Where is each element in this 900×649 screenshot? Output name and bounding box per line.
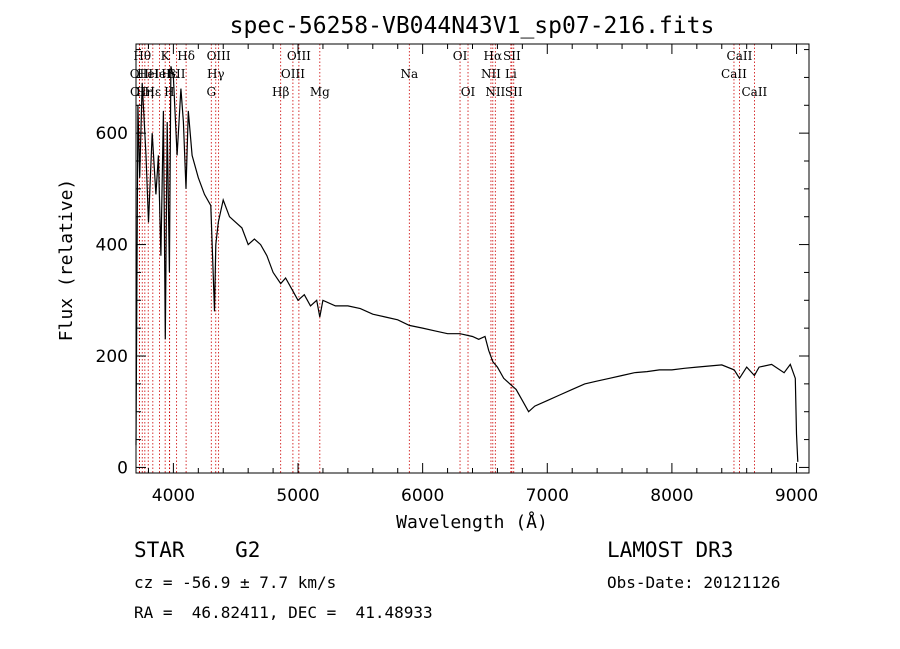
line-label-7: K	[161, 49, 171, 63]
x-axis-label: Wavelength (Å)	[396, 511, 548, 533]
y-tick-label-2: 400	[96, 236, 128, 256]
redshift-text: cz = -56.9 ± 7.7 km/s	[134, 573, 337, 592]
line-label-23: Hα	[484, 49, 503, 63]
line-label-30: CaII	[741, 85, 767, 99]
line-label-1: OII	[130, 85, 150, 99]
line-label-20: OI	[453, 49, 468, 63]
line-label-0: OII	[130, 67, 150, 81]
spectrum-line	[135, 66, 799, 462]
line-label-26: SII	[503, 49, 521, 63]
obs-date: Obs-Date: 20121126	[607, 573, 781, 592]
line-label-2: Hθ	[133, 49, 151, 63]
line-labels: OIIOIIHθHηHeIHεHeIKHHεSIIHδGHγOIIIHβOIII…	[130, 49, 768, 99]
x-tick-label-2: 6000	[401, 486, 444, 506]
x-tick-label-4: 8000	[650, 486, 693, 506]
line-label-27: SII	[505, 85, 523, 99]
line-label-14: OIII	[207, 49, 231, 63]
y-tick-label-3: 600	[96, 124, 128, 144]
x-tick-label-3: 7000	[526, 486, 569, 506]
coordinates: RA = 46.82411, DEC = 41.48933	[134, 603, 433, 622]
x-tick-label-0: 4000	[152, 486, 195, 506]
line-label-3: Hη	[136, 85, 154, 99]
line-label-17: OIII	[287, 49, 311, 63]
survey-name: LAMOST DR3	[607, 538, 734, 562]
line-label-8: H	[164, 85, 174, 99]
plot-frame	[135, 43, 810, 474]
line-label-29: CaII	[727, 49, 753, 63]
line-label-21: OI	[461, 85, 476, 99]
line-label-24: NII	[485, 85, 505, 99]
x-tick-label-1: 5000	[276, 486, 319, 506]
line-label-22: NII	[481, 67, 501, 81]
line-label-16: OIII	[281, 67, 305, 81]
y-tick-label-0: 0	[117, 458, 128, 478]
line-label-15: Hβ	[272, 85, 289, 99]
line-markers	[138, 44, 755, 473]
line-label-12: G	[206, 85, 216, 99]
line-label-4: HeI	[137, 67, 160, 81]
object-class: STAR G2	[134, 538, 261, 562]
line-label-18: Mg	[310, 85, 330, 99]
x-axis: 4000 5000 6000 7000 8000 9000	[147, 44, 818, 506]
y-axis-label: Flux (relative)	[56, 179, 77, 342]
x-tick-label-5: 9000	[775, 486, 818, 506]
y-tick-label-1: 200	[96, 347, 128, 367]
line-label-28: CaII	[721, 67, 747, 81]
line-label-6: HeI	[148, 67, 171, 81]
line-label-11: Hδ	[177, 49, 195, 63]
y-axis: 0 200 400 600	[96, 49, 809, 478]
line-label-13: Hγ	[207, 67, 225, 81]
line-label-5: Hε	[144, 85, 161, 99]
chart-title: spec-56258-VB044N43V1_sp07-216.fits	[230, 13, 715, 39]
line-label-25: Li	[505, 67, 517, 81]
line-label-19: Na	[400, 67, 418, 81]
